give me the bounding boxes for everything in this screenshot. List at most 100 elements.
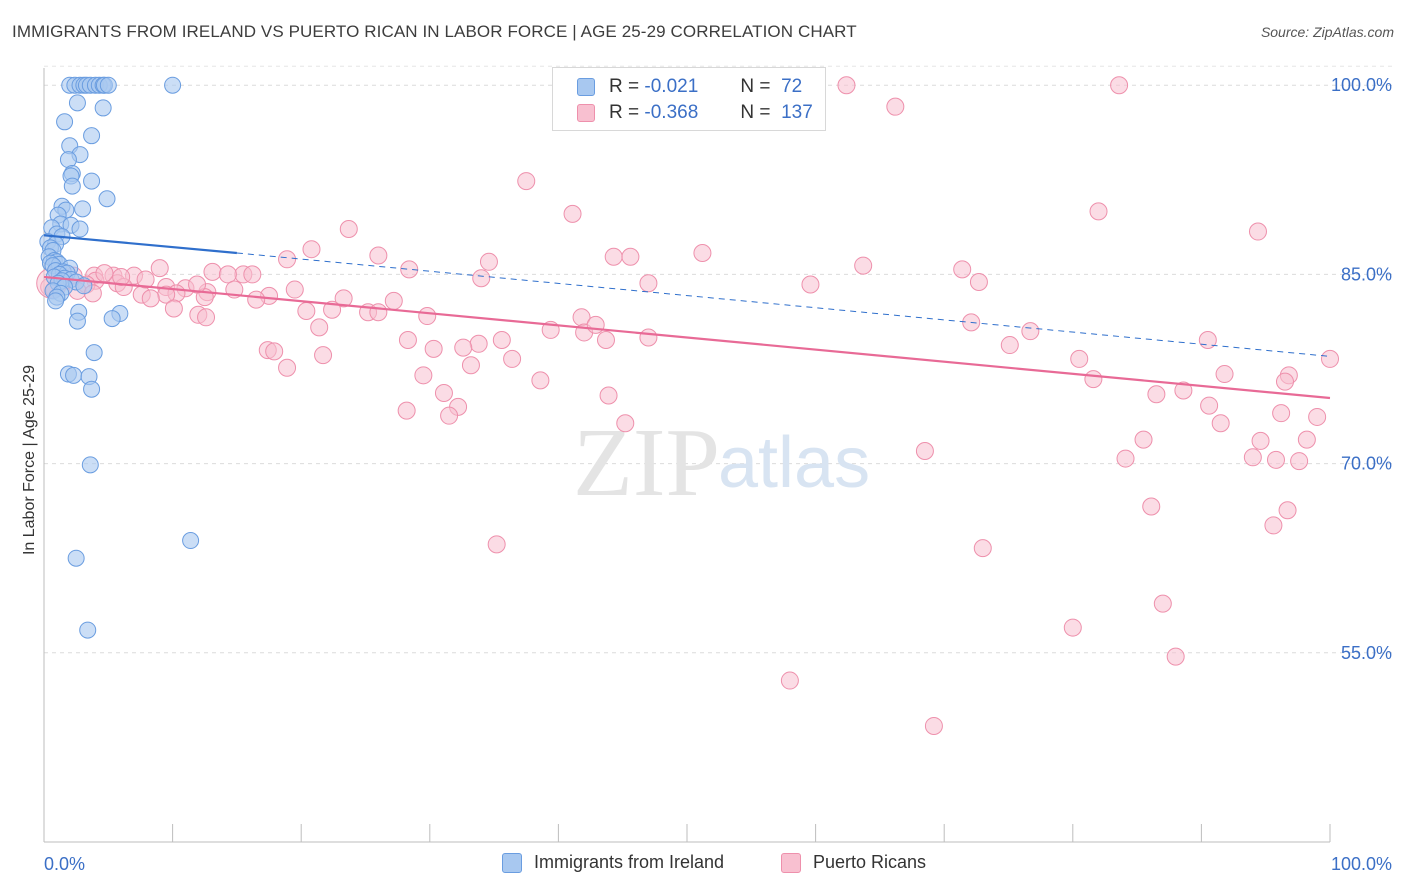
puerto-rican-point (1147, 385, 1166, 404)
puerto-rican-point (310, 318, 329, 337)
puerto-rican-point (334, 289, 353, 308)
puerto-rican-point (1070, 349, 1089, 368)
legend-r-value: -0.368 (644, 102, 699, 123)
ireland-point (68, 94, 86, 112)
puerto-rican-point (1000, 336, 1019, 355)
ireland-point (63, 177, 81, 195)
axes (43, 68, 1331, 843)
puerto-rican-point (1308, 407, 1327, 426)
puerto-rican-point (563, 204, 582, 223)
puerto-rican-point (414, 366, 433, 385)
puerto-rican-point (424, 339, 443, 358)
ireland-point (79, 621, 97, 639)
puerto-rican-point (973, 539, 992, 558)
puerto-rican-point (1063, 618, 1082, 637)
puerto-rican-point (243, 265, 262, 284)
puerto-rican-point (400, 260, 419, 279)
puerto-rican-point (531, 371, 550, 390)
source-label: Source: ZipAtlas.com (1260, 24, 1394, 40)
legend-row-puerto-rican: R = -0.368 N = 137 (577, 101, 813, 125)
puerto-rican-point (95, 264, 114, 283)
puerto-rican-point (487, 535, 506, 554)
correlation-legend: R = -0.021 N = 72 R = -0.368 N = 137 (552, 67, 826, 131)
y-axis-label: In Labor Force | Age 25-29 (21, 364, 38, 556)
puerto-rican-point (1089, 202, 1108, 221)
ireland-point (65, 366, 83, 384)
puerto-rican-point (1248, 222, 1267, 241)
puerto-rican-point (339, 220, 358, 239)
puerto-rican-point (780, 671, 799, 690)
puerto-rican-point (886, 97, 905, 116)
bottom-legend-puerto-rican: Puerto Ricans (781, 852, 926, 873)
trend-lines (43, 234, 1331, 400)
puerto-rican-point (218, 265, 237, 284)
puerto-rican-point (604, 247, 623, 266)
grid (44, 65, 1392, 654)
puerto-rican-point (164, 299, 183, 318)
puerto-rican-point (1243, 448, 1262, 467)
puerto-rican-point (1153, 594, 1172, 613)
puerto-rican-point (285, 280, 304, 299)
puerto-rican-point (150, 259, 169, 278)
puerto-rican-trend-line (43, 275, 1331, 400)
legend-r-label: R = (609, 76, 640, 97)
puerto-rican-point (302, 240, 321, 259)
puerto-rican-points (36, 76, 1339, 735)
legend-swatch-puerto-rican (577, 104, 595, 122)
puerto-rican-point (1297, 430, 1316, 449)
puerto-rican-point (203, 262, 222, 281)
puerto-rican-point (492, 331, 511, 350)
chart-title: IMMIGRANTS FROM IRELAND VS PUERTO RICAN … (12, 22, 857, 41)
legend-row-ireland: R = -0.021 N = 72 (577, 75, 802, 99)
puerto-rican-point (1321, 349, 1339, 368)
puerto-rican-point (969, 272, 988, 291)
puerto-rican-point (1198, 331, 1217, 350)
ireland-point (83, 127, 101, 145)
legend-n-value: 137 (781, 102, 813, 123)
ireland-point (99, 76, 117, 94)
y-tick-label: 70.0% (1341, 454, 1392, 474)
puerto-rican-point (621, 247, 640, 266)
puerto-rican-point (1021, 322, 1040, 341)
puerto-rican-point (418, 307, 437, 326)
ireland-point (85, 344, 103, 362)
puerto-rican-point (616, 414, 635, 433)
ireland-point (47, 292, 65, 310)
ireland-points (39, 76, 200, 639)
puerto-rican-point (953, 260, 972, 279)
watermark-atlas: atlas (718, 423, 870, 503)
ireland-point (164, 76, 182, 94)
puerto-rican-point (1110, 76, 1129, 95)
puerto-rican-point (1084, 370, 1103, 389)
ireland-point (182, 532, 200, 550)
ireland-point (94, 99, 112, 117)
puerto-rican-point (472, 269, 491, 288)
puerto-rican-point (599, 386, 618, 405)
puerto-rican-point (1134, 430, 1153, 449)
puerto-rican-point (1275, 372, 1294, 391)
tick-labels: 55.0% 70.0% 85.0% 100.0% 0.0% 100.0% (44, 75, 1392, 874)
puerto-rican-point (1211, 414, 1230, 433)
puerto-rican-point (1174, 381, 1193, 400)
x-tick-label: 0.0% (44, 854, 85, 874)
legend-n-label: N = (740, 76, 771, 97)
bottom-legend-label: Immigrants from Ireland (534, 852, 725, 872)
puerto-rican-point (188, 275, 207, 294)
x-tick-label: 100.0% (1331, 854, 1392, 874)
puerto-rican-point (297, 301, 316, 320)
puerto-rican-point (1290, 452, 1309, 471)
y-tick-label: 85.0% (1341, 264, 1392, 284)
ireland-point (71, 220, 89, 238)
puerto-rican-point (1264, 516, 1283, 535)
ireland-point (56, 113, 74, 131)
puerto-rican-point (265, 342, 284, 361)
puerto-rican-point (369, 246, 388, 265)
puerto-rican-point (639, 274, 658, 293)
puerto-rican-point (278, 358, 297, 377)
puerto-rican-point (1142, 497, 1161, 516)
puerto-rican-point (454, 338, 473, 357)
puerto-rican-point (924, 716, 943, 735)
puerto-rican-point (1166, 647, 1185, 666)
puerto-rican-point (1116, 449, 1135, 468)
puerto-rican-point (440, 406, 459, 425)
